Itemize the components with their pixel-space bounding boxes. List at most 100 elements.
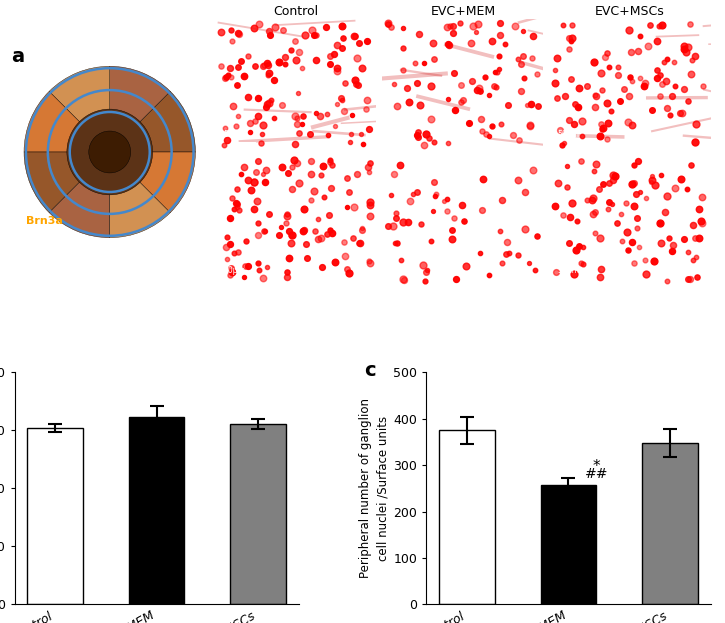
Point <box>389 238 400 248</box>
Point <box>658 57 670 67</box>
Point <box>426 235 437 245</box>
Point <box>689 137 701 147</box>
Point <box>614 97 626 107</box>
Point <box>257 61 268 71</box>
Point <box>219 73 231 83</box>
Text: ##: ## <box>585 467 608 480</box>
Point <box>601 134 613 144</box>
Point <box>233 29 244 39</box>
Point <box>263 98 275 108</box>
Point <box>483 90 494 100</box>
Point <box>531 231 543 241</box>
Point <box>269 22 281 32</box>
Point <box>427 37 439 47</box>
Point <box>563 238 575 248</box>
Point <box>273 230 284 240</box>
Point <box>608 175 619 185</box>
Point <box>494 226 506 236</box>
Point <box>552 53 563 63</box>
Point <box>239 272 250 282</box>
Point <box>457 95 469 105</box>
Point <box>660 103 672 113</box>
Point <box>639 80 650 90</box>
Point <box>588 166 600 176</box>
Point <box>623 245 634 255</box>
Point <box>383 19 394 29</box>
Point <box>682 184 693 194</box>
Point <box>679 41 690 51</box>
Point <box>299 224 310 234</box>
Point <box>463 118 475 128</box>
Point <box>336 95 348 105</box>
Point <box>513 174 524 184</box>
Point <box>562 181 573 191</box>
Text: a: a <box>11 47 24 66</box>
Point <box>225 72 237 82</box>
Point <box>226 36 238 46</box>
Point <box>307 26 318 36</box>
Point <box>231 199 243 209</box>
Point <box>239 162 250 172</box>
Point <box>363 123 375 133</box>
Point <box>252 229 264 239</box>
Point <box>289 111 301 121</box>
Point <box>562 161 573 171</box>
Title: Control: Control <box>273 4 318 17</box>
Bar <box>642 443 697 604</box>
Point <box>421 265 433 275</box>
Point <box>589 207 601 217</box>
Point <box>268 75 280 85</box>
Point <box>397 273 409 283</box>
Point <box>275 222 286 232</box>
Point <box>263 209 275 219</box>
Point <box>524 121 536 131</box>
Point <box>265 30 276 40</box>
Bar <box>129 417 184 604</box>
Point <box>321 109 333 119</box>
Point <box>475 249 486 259</box>
Point <box>571 216 582 226</box>
Point <box>678 84 689 94</box>
Point <box>426 81 437 91</box>
Point <box>236 55 247 65</box>
Point <box>646 171 658 181</box>
Point <box>613 70 624 80</box>
Point <box>605 199 617 209</box>
Point <box>595 264 607 274</box>
Point <box>486 121 498 131</box>
Point <box>242 51 254 61</box>
Point <box>397 65 409 75</box>
Point <box>549 65 560 75</box>
Point <box>693 234 705 244</box>
Point <box>651 36 663 46</box>
Point <box>324 157 336 167</box>
Point <box>286 230 297 240</box>
Point <box>299 30 311 40</box>
Point <box>357 226 368 235</box>
Point <box>397 217 409 227</box>
Point <box>255 138 267 148</box>
Point <box>226 267 238 277</box>
Point <box>456 200 468 210</box>
Point <box>239 260 251 270</box>
Point <box>595 119 607 129</box>
Point <box>626 76 638 86</box>
Point <box>455 18 466 28</box>
Point <box>262 60 273 70</box>
Point <box>228 204 240 214</box>
Point <box>420 267 432 277</box>
Point <box>442 39 454 49</box>
Point <box>361 95 373 105</box>
Point <box>566 74 577 84</box>
Text: c: c <box>364 361 376 380</box>
Point <box>326 229 338 239</box>
Point <box>475 115 486 125</box>
Point <box>687 255 699 265</box>
Point <box>684 273 695 283</box>
Point <box>597 123 608 133</box>
Point <box>568 119 580 129</box>
Point <box>242 175 254 185</box>
Point <box>502 248 514 258</box>
Point <box>555 125 566 135</box>
Point <box>518 26 529 36</box>
